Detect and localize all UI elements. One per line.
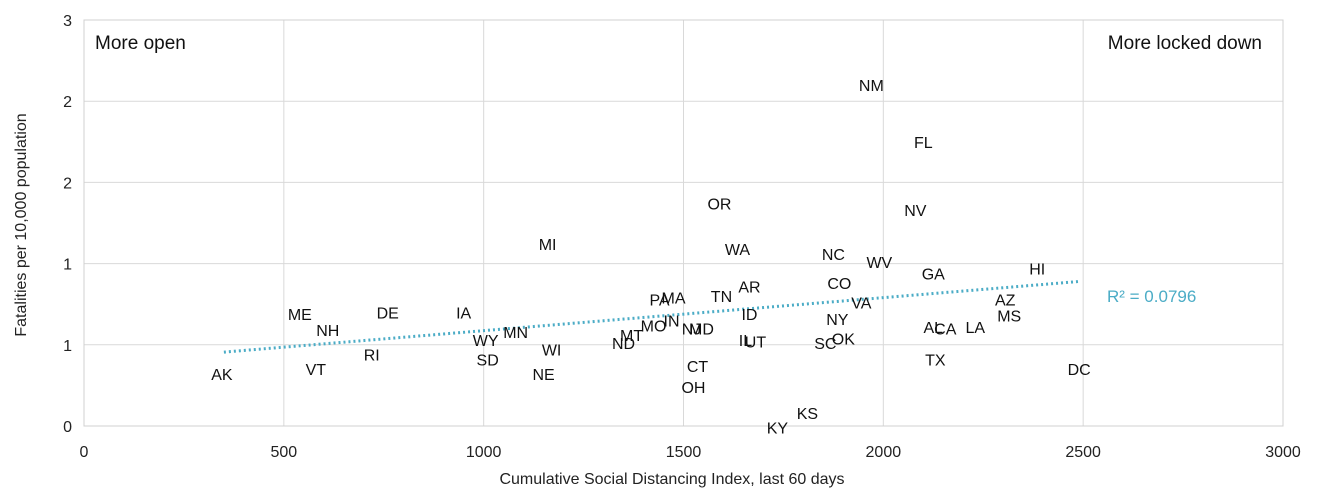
data-point-nj: NJ <box>682 322 702 339</box>
x-tick-label: 2000 <box>866 444 902 461</box>
r-squared-label: R² = 0.0796 <box>1107 287 1196 306</box>
data-point-nc: NC <box>822 247 845 264</box>
data-point-tn: TN <box>711 289 732 306</box>
data-point-la: LA <box>965 320 985 337</box>
data-point-sd: SD <box>477 352 499 369</box>
data-point-ut: UT <box>745 335 767 352</box>
data-point-wv: WV <box>866 255 892 272</box>
data-point-pa: PA <box>649 292 669 309</box>
data-point-co: CO <box>827 276 851 293</box>
plot-border <box>83 19 1284 427</box>
data-point-oh: OH <box>681 380 705 397</box>
data-point-ak: AK <box>211 367 233 384</box>
data-point-mi: MI <box>539 237 557 254</box>
y-axis-ticks: 0 1 1 2 2 3 <box>63 13 72 436</box>
data-point-ky: KY <box>767 421 789 438</box>
x-tick-label: 1000 <box>466 444 502 461</box>
data-point-ca: CA <box>934 322 957 339</box>
grid <box>83 19 1284 427</box>
data-point-wi: WI <box>542 343 562 360</box>
data-point-me: ME <box>288 307 312 324</box>
annotation-more-locked-down: More locked down <box>1108 33 1262 54</box>
data-point-nm: NM <box>859 78 884 95</box>
x-tick-label: 3000 <box>1265 444 1301 461</box>
data-point-al: AL <box>924 320 944 337</box>
data-point-ok: OK <box>832 331 855 348</box>
annotation-more-open: More open <box>95 33 186 54</box>
data-point-mn: MN <box>503 325 528 342</box>
data-point-ri: RI <box>364 348 380 365</box>
data-point-dc: DC <box>1068 362 1091 379</box>
trendline <box>223 279 1080 354</box>
data-point-ia: IA <box>456 305 471 322</box>
y-tick-label: 3 <box>63 13 72 30</box>
data-point-ne: NE <box>532 367 554 384</box>
y-tick-label: 1 <box>63 257 72 274</box>
data-point-mt: MT <box>620 328 643 345</box>
data-point-wa: WA <box>725 242 751 259</box>
data-point-ms: MS <box>997 309 1021 326</box>
data-point-wy: WY <box>473 333 499 350</box>
data-point-tx: TX <box>925 352 946 369</box>
data-point-id: ID <box>741 307 757 324</box>
data-point-de: DE <box>377 305 399 322</box>
data-point-il: IL <box>739 333 752 350</box>
y-tick-label: 2 <box>63 175 72 192</box>
y-tick-label: 0 <box>63 419 72 436</box>
data-point-ma: MA <box>662 291 686 308</box>
x-tick-label: 1500 <box>666 444 702 461</box>
data-point-ar: AR <box>738 279 760 296</box>
data-point-ga: GA <box>922 266 945 283</box>
data-point-ny: NY <box>826 312 849 329</box>
y-tick-label: 2 <box>63 94 72 111</box>
x-tick-label: 500 <box>270 444 297 461</box>
data-point-sc: SC <box>814 336 836 353</box>
data-point-or: OR <box>707 197 731 214</box>
data-point-fl: FL <box>914 135 933 152</box>
data-point-vt: VT <box>306 362 327 379</box>
data-point-az: AZ <box>995 292 1016 309</box>
data-point-va: VA <box>851 296 871 313</box>
x-axis-ticks: 0 500 1000 1500 2000 2500 3000 <box>80 444 1301 461</box>
data-point-ks: KS <box>797 406 818 423</box>
data-point-ct: CT <box>687 359 709 376</box>
data-point-md: MD <box>689 322 714 339</box>
data-point-hi: HI <box>1029 261 1045 278</box>
x-axis-title: Cumulative Social Distancing Index, last… <box>499 471 844 488</box>
x-tick-label: 2500 <box>1065 444 1101 461</box>
data-point-mo: MO <box>641 318 667 335</box>
data-point-in: IN <box>664 313 680 330</box>
data-point-nd: ND <box>612 336 635 353</box>
data-point-nh: NH <box>316 323 339 340</box>
x-tick-label: 0 <box>80 444 89 461</box>
data-point-nv: NV <box>904 203 927 220</box>
y-axis-title: Fatalities per 10,000 population <box>13 113 30 336</box>
y-tick-label: 1 <box>63 338 72 355</box>
